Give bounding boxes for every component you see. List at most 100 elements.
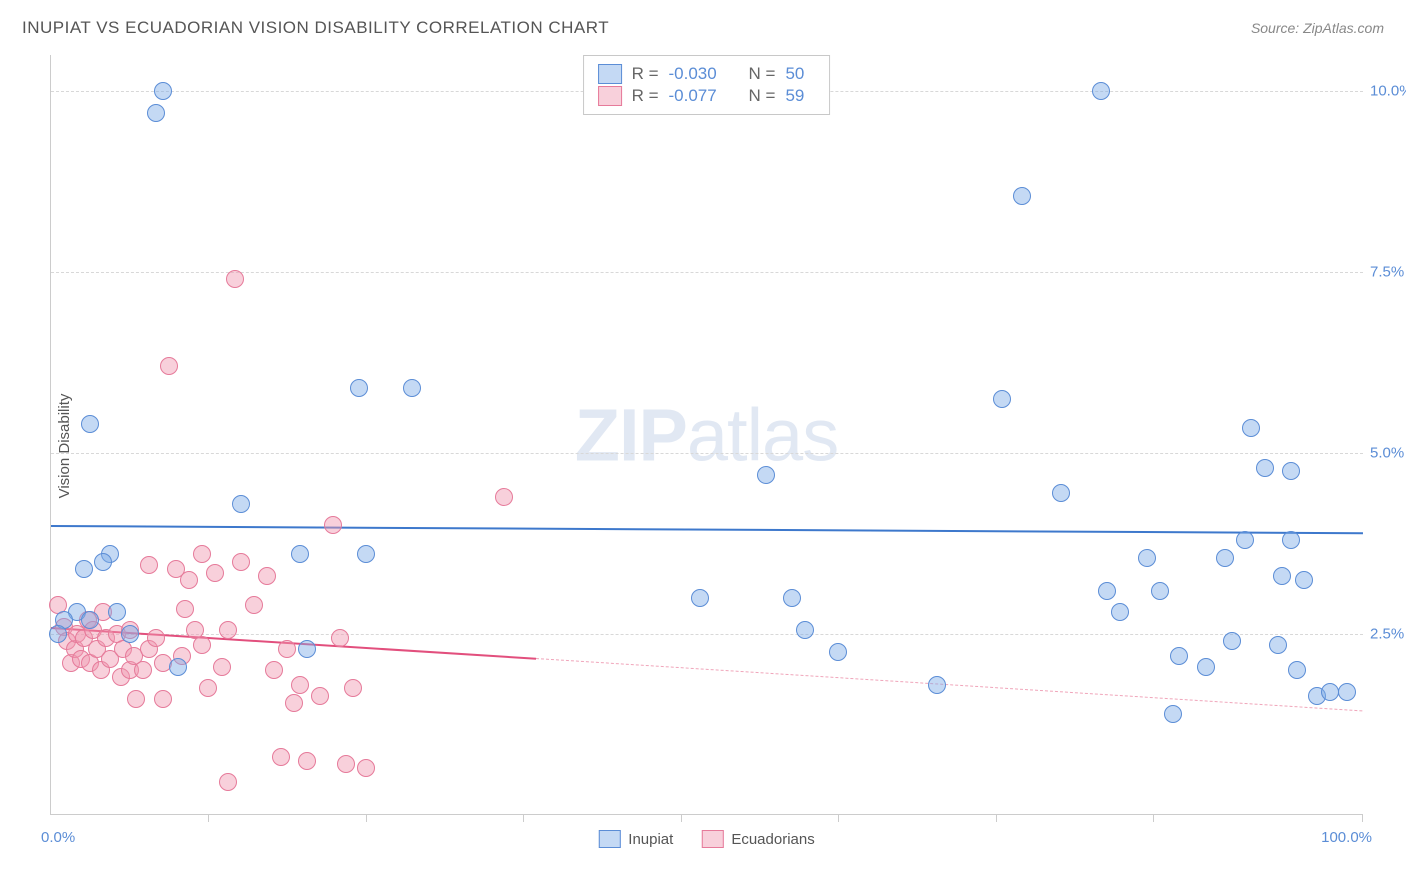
data-point-inupiat xyxy=(403,379,421,397)
gridline xyxy=(51,634,1363,635)
data-point-ecuadorians xyxy=(154,690,172,708)
data-point-ecuadorians xyxy=(272,748,290,766)
y-tick-label: 10.0% xyxy=(1370,83,1406,100)
y-tick-label: 7.5% xyxy=(1370,264,1406,281)
data-point-ecuadorians xyxy=(311,687,329,705)
data-point-inupiat xyxy=(1273,567,1291,585)
data-point-inupiat xyxy=(1288,661,1306,679)
data-point-ecuadorians xyxy=(285,694,303,712)
r-value-inupiat: -0.030 xyxy=(669,64,739,84)
legend-label-inupiat: Inupiat xyxy=(628,831,673,848)
gridline xyxy=(51,272,1363,273)
x-tick xyxy=(1153,814,1154,822)
y-tick-label: 5.0% xyxy=(1370,445,1406,462)
data-point-ecuadorians xyxy=(357,759,375,777)
x-tick xyxy=(838,814,839,822)
data-point-inupiat xyxy=(350,379,368,397)
data-point-ecuadorians xyxy=(495,488,513,506)
data-point-inupiat xyxy=(1013,187,1031,205)
data-point-ecuadorians xyxy=(160,357,178,375)
x-tick xyxy=(681,814,682,822)
n-label: N = xyxy=(749,86,776,106)
data-point-inupiat xyxy=(298,640,316,658)
chart-plot-area: ZIPatlas 2.5%5.0%7.5%10.0% R = -0.030 N … xyxy=(50,55,1362,815)
data-point-ecuadorians xyxy=(337,755,355,773)
data-point-inupiat xyxy=(121,625,139,643)
data-point-inupiat xyxy=(1111,603,1129,621)
data-point-inupiat xyxy=(783,589,801,607)
legend-label-ecuadorians: Ecuadorians xyxy=(731,831,814,848)
stats-legend: R = -0.030 N = 50 R = -0.077 N = 59 xyxy=(583,55,831,115)
watermark-zip: ZIP xyxy=(575,393,687,476)
data-point-inupiat xyxy=(1321,683,1339,701)
data-point-inupiat xyxy=(169,658,187,676)
x-tick xyxy=(1362,814,1363,822)
data-point-inupiat xyxy=(1052,484,1070,502)
data-point-inupiat xyxy=(1338,683,1356,701)
data-point-ecuadorians xyxy=(291,676,309,694)
data-point-inupiat xyxy=(1164,705,1182,723)
data-point-inupiat xyxy=(81,415,99,433)
data-point-ecuadorians xyxy=(134,661,152,679)
chart-title: INUPIAT VS ECUADORIAN VISION DISABILITY … xyxy=(22,18,609,38)
data-point-inupiat xyxy=(75,560,93,578)
data-point-inupiat xyxy=(993,390,1011,408)
data-point-ecuadorians xyxy=(127,690,145,708)
data-point-inupiat xyxy=(1151,582,1169,600)
data-point-inupiat xyxy=(154,82,172,100)
data-point-ecuadorians xyxy=(180,571,198,589)
data-point-inupiat xyxy=(1282,462,1300,480)
x-min-label: 0.0% xyxy=(41,829,75,846)
data-point-inupiat xyxy=(1197,658,1215,676)
data-point-inupiat xyxy=(1282,531,1300,549)
n-value-ecuadorians: 59 xyxy=(785,86,815,106)
data-point-inupiat xyxy=(94,553,112,571)
data-point-ecuadorians xyxy=(206,564,224,582)
data-point-ecuadorians xyxy=(344,679,362,697)
data-point-inupiat xyxy=(1098,582,1116,600)
data-point-ecuadorians xyxy=(199,679,217,697)
data-point-inupiat xyxy=(49,625,67,643)
r-value-ecuadorians: -0.077 xyxy=(669,86,739,106)
legend-item-inupiat: Inupiat xyxy=(598,830,673,848)
data-point-ecuadorians xyxy=(219,621,237,639)
data-point-ecuadorians xyxy=(331,629,349,647)
r-label: R = xyxy=(632,64,659,84)
data-point-inupiat xyxy=(147,104,165,122)
data-point-ecuadorians xyxy=(213,658,231,676)
data-point-ecuadorians xyxy=(298,752,316,770)
data-point-inupiat xyxy=(232,495,250,513)
data-point-ecuadorians xyxy=(219,773,237,791)
data-point-ecuadorians xyxy=(193,636,211,654)
data-point-ecuadorians xyxy=(176,600,194,618)
data-point-inupiat xyxy=(757,466,775,484)
x-tick xyxy=(996,814,997,822)
gridline xyxy=(51,453,1363,454)
legend-item-ecuadorians: Ecuadorians xyxy=(701,830,814,848)
data-point-inupiat xyxy=(108,603,126,621)
data-point-ecuadorians xyxy=(232,553,250,571)
data-point-ecuadorians xyxy=(245,596,263,614)
data-point-inupiat xyxy=(1269,636,1287,654)
n-value-inupiat: 50 xyxy=(785,64,815,84)
data-point-ecuadorians xyxy=(140,556,158,574)
data-point-inupiat xyxy=(1256,459,1274,477)
trend-line xyxy=(536,658,1363,711)
r-label: R = xyxy=(632,86,659,106)
y-tick-label: 2.5% xyxy=(1370,626,1406,643)
watermark-atlas: atlas xyxy=(687,393,838,476)
data-point-inupiat xyxy=(357,545,375,563)
watermark: ZIPatlas xyxy=(575,392,838,477)
data-point-ecuadorians xyxy=(258,567,276,585)
stats-row-ecuadorians: R = -0.077 N = 59 xyxy=(598,86,816,106)
series-legend: Inupiat Ecuadorians xyxy=(598,830,814,848)
data-point-inupiat xyxy=(1223,632,1241,650)
n-label: N = xyxy=(749,64,776,84)
data-point-ecuadorians xyxy=(226,270,244,288)
x-tick xyxy=(208,814,209,822)
data-point-inupiat xyxy=(1216,549,1234,567)
stats-row-inupiat: R = -0.030 N = 50 xyxy=(598,64,816,84)
data-point-inupiat xyxy=(796,621,814,639)
data-point-inupiat xyxy=(691,589,709,607)
data-point-inupiat xyxy=(1170,647,1188,665)
